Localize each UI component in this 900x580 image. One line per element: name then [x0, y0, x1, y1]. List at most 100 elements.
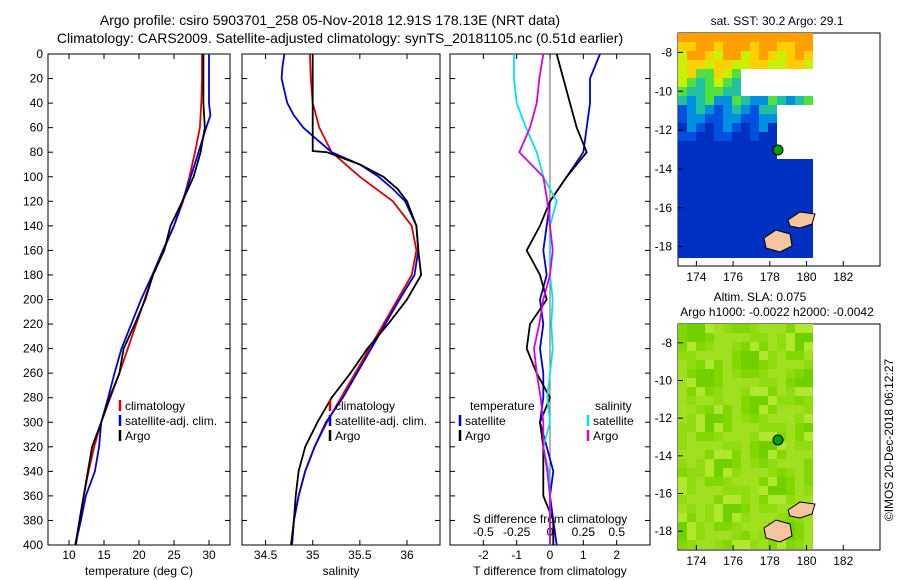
sst-cell: [705, 231, 714, 240]
sst-cell: [723, 123, 732, 132]
sla-cell: [777, 333, 786, 342]
sst-cell: [786, 168, 795, 177]
sst-cell: [732, 168, 741, 177]
sla-cell: [777, 405, 786, 414]
sla-cell: [804, 540, 813, 549]
sla-cell: [705, 477, 714, 486]
sst-cell: [714, 51, 723, 60]
sst-cell: [732, 159, 741, 168]
sst-cell: [696, 78, 705, 87]
legend-entry: satellite: [593, 414, 634, 428]
sla-cell: [777, 378, 786, 387]
sst-cell: [687, 78, 696, 87]
salinity-profile: 34.5 35 35.5 36 salinity climatologysatellite…: [241, 53, 441, 578]
sla-cell: [696, 495, 705, 504]
sla-cells: [678, 324, 813, 549]
sst-cell: [723, 249, 732, 258]
map-xtick-label: 178: [760, 554, 780, 568]
xtick-label: 35.5: [348, 548, 372, 562]
sla-cell: [732, 540, 741, 549]
sst-cell: [705, 51, 714, 60]
sst-cell: [759, 105, 768, 114]
sla-cell: [696, 432, 705, 441]
ytick-label: 260: [23, 366, 43, 380]
sst-cell: [705, 141, 714, 150]
sla-cell: [678, 396, 687, 405]
sla-cell: [732, 324, 741, 333]
sst-cell: [768, 159, 777, 168]
sla-cell: [678, 522, 687, 531]
sst-cell: [723, 204, 732, 213]
sst-cell: [759, 60, 768, 69]
sst-cell: [768, 186, 777, 195]
sst-cell: [768, 114, 777, 123]
sst-cell: [795, 42, 804, 51]
sla-cell: [678, 441, 687, 450]
map-xtick-label: 174: [686, 270, 706, 284]
sst-cell: [795, 195, 804, 204]
sla-cell: [723, 450, 732, 459]
sla-cell: [750, 513, 759, 522]
sst-cell: [804, 60, 813, 69]
sst-cell: [714, 150, 723, 159]
sst-cell: [696, 159, 705, 168]
sla-cell: [741, 378, 750, 387]
sla-cell: [804, 360, 813, 369]
sst-cell: [741, 249, 750, 258]
sla-cell: [759, 477, 768, 486]
sst-cell: [750, 150, 759, 159]
sla-cell: [723, 333, 732, 342]
sst-cell: [705, 69, 714, 78]
ytick-label: 20: [30, 72, 44, 86]
sla-cell: [750, 459, 759, 468]
sla-cell: [741, 369, 750, 378]
sla-cell: [741, 477, 750, 486]
sla-cell: [678, 324, 687, 333]
sst-cell: [750, 60, 759, 69]
sst-cell: [732, 231, 741, 240]
sla-cell: [678, 486, 687, 495]
sla-cell: [741, 441, 750, 450]
temperature-profile: 0 20 40 60 80 100 120 140 160 180 200 220 240 260 280 3…: [23, 47, 231, 578]
sla-cell: [750, 396, 759, 405]
sla-cell: [732, 495, 741, 504]
sla-cell: [768, 468, 777, 477]
sst-cell: [714, 87, 723, 96]
sla-cell: [687, 324, 696, 333]
ytick-label: 100: [23, 170, 43, 184]
sla-cell: [768, 486, 777, 495]
sla-cell: [804, 513, 813, 522]
sst-cell: [696, 213, 705, 222]
sst-cell: [804, 222, 813, 231]
sst-cell: [687, 177, 696, 186]
sst-cell: [678, 177, 687, 186]
sst-cell: [696, 195, 705, 204]
sla-cell: [723, 342, 732, 351]
sla-cell: [705, 360, 714, 369]
sst-cell: [768, 132, 777, 141]
sst-cell: [750, 186, 759, 195]
sst-axis-ticks: 174 176 178 180 182 -8 -10 -12 -14 -16 -18: [655, 45, 854, 284]
sla-cell: [723, 369, 732, 378]
sst-cell: [678, 69, 687, 78]
sst-cell: [741, 132, 750, 141]
sst-cell: [777, 249, 786, 258]
sst-cell: [741, 114, 750, 123]
sla-cell: [687, 432, 696, 441]
ytick-label: 160: [23, 243, 43, 257]
sst-cell: [723, 60, 732, 69]
sst-cell: [795, 60, 804, 69]
sst-cell: [723, 222, 732, 231]
sla-cell: [687, 513, 696, 522]
sla-cell: [696, 540, 705, 549]
map-xtick-label: 176: [723, 270, 743, 284]
sla-cell: [705, 504, 714, 513]
sst-cell: [768, 33, 777, 42]
sla-cell: [768, 378, 777, 387]
sst-cell: [678, 114, 687, 123]
sst-cell: [678, 213, 687, 222]
sst-cell: [795, 231, 804, 240]
sla-cell: [687, 333, 696, 342]
sla-cell: [750, 450, 759, 459]
xtick-label: -2: [478, 548, 489, 562]
